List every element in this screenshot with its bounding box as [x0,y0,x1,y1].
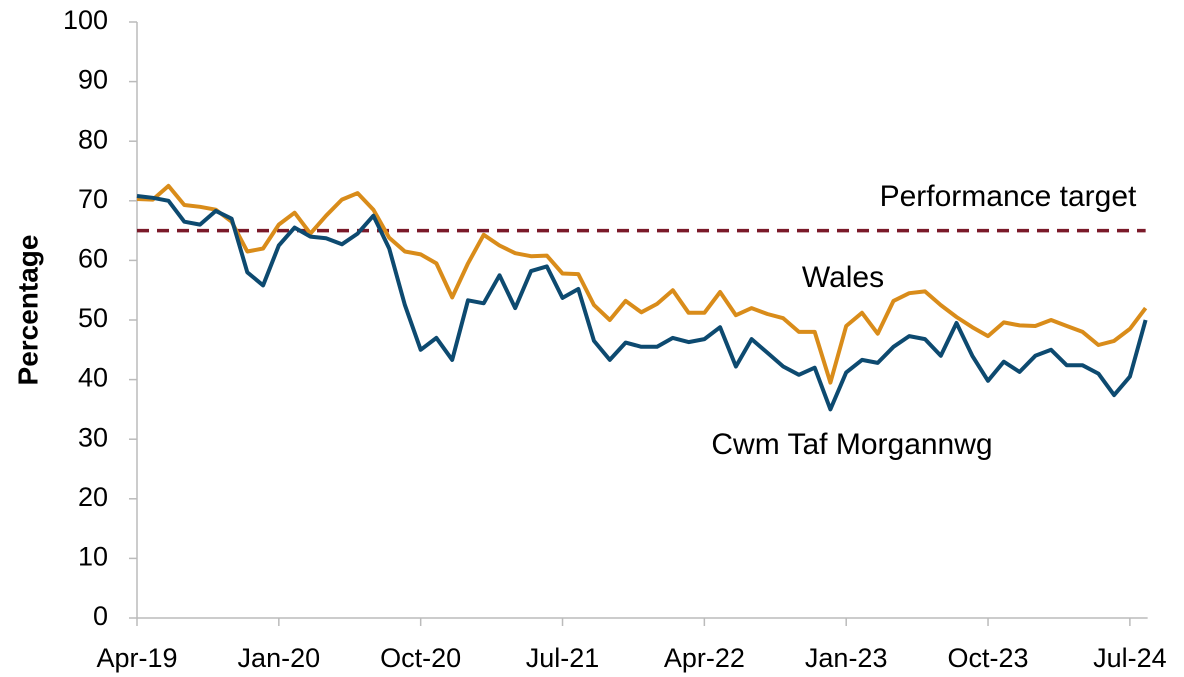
y-tick-label: 60 [78,244,108,274]
series-line [136,183,1148,385]
x-tick-label: Apr-19 [96,643,177,673]
series-line [136,194,1148,412]
x-tick-label: Jan-20 [238,643,321,673]
y-tick-label: 10 [78,542,108,572]
y-tick-label: 80 [78,124,108,154]
target-label: Performance target [880,180,1137,213]
y-tick-label: 0 [93,601,108,631]
y-tick-label: 70 [78,184,108,214]
x-tick-label: Jul-24 [1093,643,1167,673]
y-tick-label: 90 [78,65,108,95]
x-tick-label: Oct-23 [948,643,1029,673]
x-tick-label: Apr-22 [664,643,745,673]
y-tick-label: 20 [78,482,108,512]
series-label: Cwm Taf Morgannwg [711,428,992,461]
x-tick-label: Jan-23 [805,643,888,673]
series-label: Wales [802,261,884,294]
y-axis-label: Percentage [12,235,43,386]
y-tick-label: 100 [63,5,108,35]
x-tick-label: Oct-20 [380,643,461,673]
y-tick-label: 50 [78,303,108,333]
y-tick-label: 30 [78,422,108,452]
y-tick-label: 40 [78,363,108,393]
x-tick-label: Jul-21 [526,643,600,673]
